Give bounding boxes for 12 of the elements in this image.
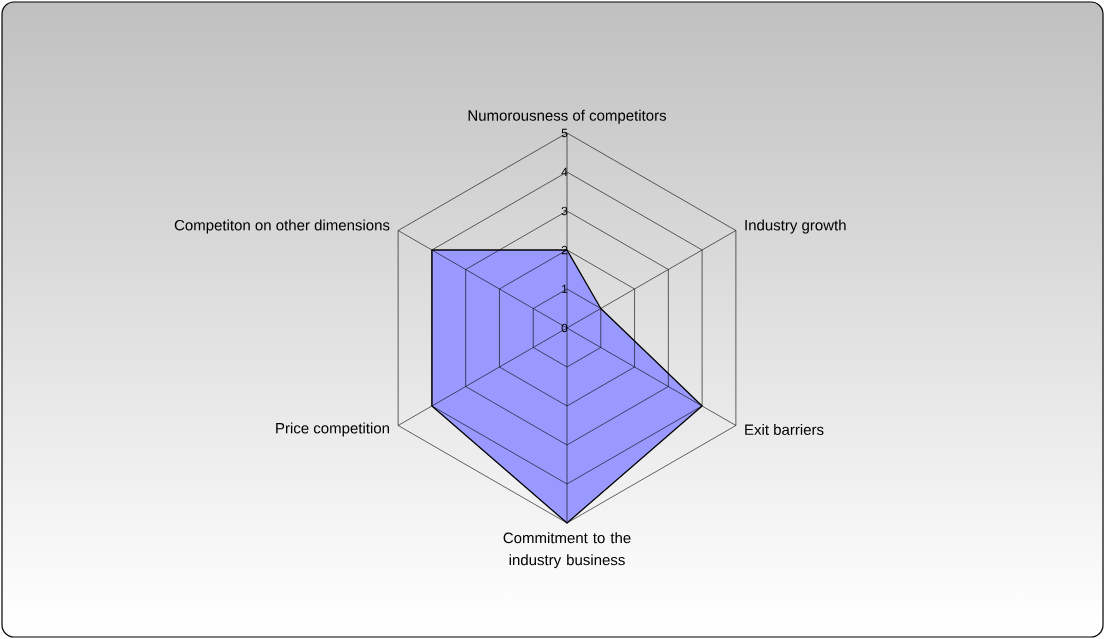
spoke-label: Price competition bbox=[276, 422, 390, 437]
spoke-label: Industry growth bbox=[745, 219, 846, 234]
spoke-label: Numorousness of competitors bbox=[468, 109, 667, 124]
spoke-label: Competiton on other dimensions bbox=[174, 219, 390, 234]
y-tick-label: 0 bbox=[561, 323, 568, 333]
spoke-label: Commitment to the industry business bbox=[503, 532, 631, 569]
y-tick-label: 1 bbox=[562, 284, 568, 294]
y-tick-label: 2 bbox=[561, 245, 568, 255]
y-tick-label: 4 bbox=[561, 167, 568, 177]
spoke-label: Exit barriers bbox=[745, 423, 824, 435]
y-tick-label: 5 bbox=[561, 128, 568, 138]
y-tick-label: 3 bbox=[561, 206, 568, 216]
